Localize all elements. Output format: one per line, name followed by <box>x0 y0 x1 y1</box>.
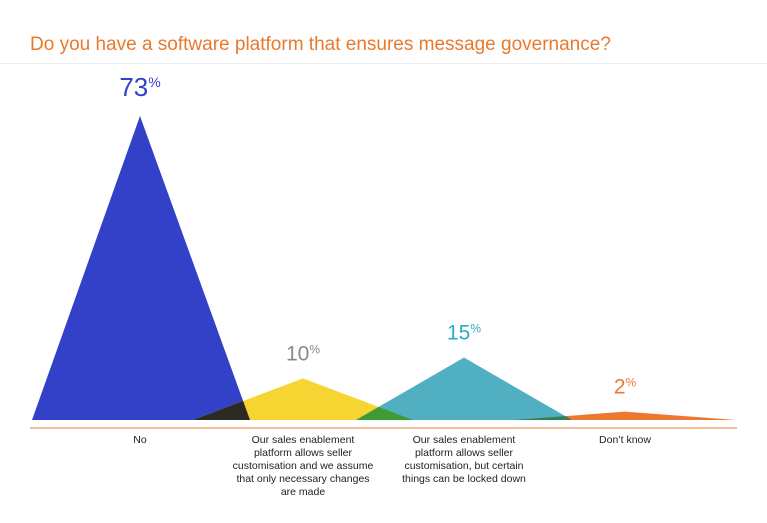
value-label-3: 15% <box>447 322 481 345</box>
value-label-4: 2% <box>614 376 637 399</box>
overlaps-layer <box>193 401 572 420</box>
value-label-1: 73% <box>119 72 160 102</box>
value-label-number: 10 <box>286 342 309 365</box>
category-label-2: Our sales enablement platform allows sell… <box>233 434 374 498</box>
value-label-percent: % <box>470 322 481 336</box>
value-label-percent: % <box>626 376 637 390</box>
category-label-1: No <box>133 434 147 446</box>
value-label-2: 10% <box>286 342 320 365</box>
peak-3 <box>356 357 572 420</box>
peak-2 <box>193 378 413 420</box>
category-label-line: customisation, but certain <box>404 460 523 472</box>
overlap-2-3 <box>356 406 413 420</box>
peak-1 <box>32 116 250 420</box>
value-label-percent: % <box>309 342 320 356</box>
category-label-line: things can be locked down <box>402 473 526 485</box>
value-label-number: 15 <box>447 322 470 345</box>
category-label-line: No <box>133 434 147 446</box>
category-label-line: are made <box>281 486 326 498</box>
value-label-number: 2 <box>614 376 626 399</box>
value-label-percent: % <box>148 74 160 90</box>
category-labels-layer: No Our sales enablement platform allows se… <box>133 434 651 498</box>
value-labels-layer: 73%10%15%2% <box>119 72 636 399</box>
category-label-line: Our sales enablement <box>252 434 355 446</box>
title-band <box>0 0 767 64</box>
category-label-line: that only necessary changes <box>236 473 369 485</box>
category-label-line: Don’t know <box>599 434 651 446</box>
value-label-number: 73 <box>119 72 148 102</box>
overlap-3-4 <box>514 416 572 420</box>
category-label-3: Our sales enablement platform allows sell… <box>402 434 526 485</box>
peak-4 <box>514 411 736 420</box>
chart-title: Do you have a software platform that ens… <box>30 34 611 55</box>
category-label-line: Our sales enablement <box>413 434 516 446</box>
overlap-1-2 <box>193 401 250 420</box>
category-label-line: customisation and we assume <box>233 460 374 472</box>
category-label-line: platform allows seller <box>415 447 514 459</box>
peaks-layer <box>32 116 736 420</box>
category-label-4: Don’t know <box>599 434 651 446</box>
category-label-line: platform allows seller <box>254 447 353 459</box>
